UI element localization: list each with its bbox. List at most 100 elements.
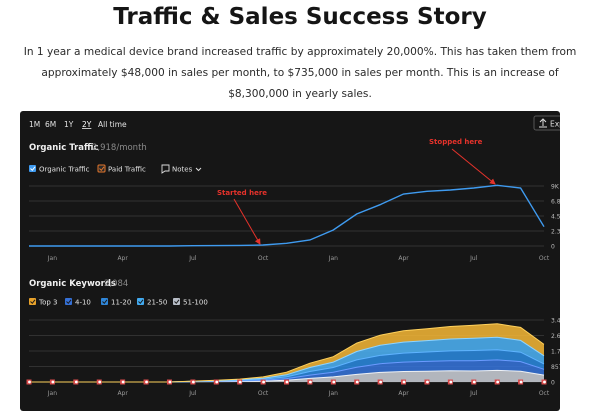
keyword-x-tick: Oct <box>258 390 269 397</box>
keyword-point <box>145 380 148 384</box>
checkbox-icon <box>101 298 108 305</box>
keyword-y-tick: 2.6K <box>551 333 560 340</box>
keyword-legend-item[interactable]: Top 3 <box>29 298 58 307</box>
checkbox-icon <box>137 298 144 305</box>
keyword-y-tick: 3.4K <box>551 318 560 325</box>
keyword-y-tick: 857 <box>551 364 560 371</box>
keyword-point <box>215 380 219 384</box>
keyword-legend-item[interactable]: 21-50 <box>137 298 167 307</box>
keyword-x-tick: Jan <box>47 390 57 397</box>
traffic-title: Organic Traffic <box>29 143 99 153</box>
traffic-y-tick: 9K <box>551 184 560 191</box>
keyword-point <box>51 380 55 384</box>
keyword-point <box>309 380 312 384</box>
story-paragraph: In 1 year a medical device brand increas… <box>23 46 577 100</box>
keywords-chart: 857 1.7K 2.6K 3.4K 0 Jan Apr Jul Oct Jan Apr Jul Oc… <box>26 318 560 397</box>
analytics-panel: 1M 6M 1Y 2Y All time Export Organic Traf… <box>20 111 560 411</box>
keyword-legend-item[interactable]: 51-100 <box>173 298 208 307</box>
traffic-series-line <box>29 184 545 247</box>
traffic-x-tick: Jul <box>469 255 478 262</box>
export-button[interactable]: Export <box>533 115 560 131</box>
keyword-area-top-3 <box>29 370 544 382</box>
traffic-x-tick: Oct <box>258 255 269 262</box>
keyword-point <box>449 380 453 384</box>
traffic-x-tick: Apr <box>398 255 409 262</box>
legend-paid-traffic[interactable]: Paid Traffic <box>97 164 146 174</box>
keyword-point <box>543 380 546 384</box>
annotation-start-label: Started here <box>217 189 267 197</box>
keyword-x-tick: Apr <box>398 390 409 397</box>
annotation-stop-label: Stopped here <box>429 138 483 146</box>
keyword-point <box>332 380 336 384</box>
traffic-x-tick: Jan <box>47 255 57 262</box>
checkbox-icon <box>65 298 72 305</box>
keyword-area-51-100 <box>29 323 544 382</box>
keyword-point <box>28 380 31 384</box>
range-all-time[interactable]: All time <box>98 120 127 129</box>
keyword-x-tick: Jul <box>188 390 197 397</box>
keyword-legend-item[interactable]: 4-10 <box>65 298 91 307</box>
traffic-x-tick: Oct <box>539 255 550 262</box>
notes-icon <box>161 164 170 174</box>
legend-paid-label: Paid Traffic <box>108 166 146 174</box>
traffic-y-tick: 4.5K <box>551 214 560 221</box>
keyword-legend-label: 11-20 <box>111 299 131 307</box>
annotation-stop-arrow <box>451 148 496 185</box>
keyword-area-21-50 <box>29 337 544 382</box>
keyword-point <box>402 380 406 384</box>
keywords-legend: Top 3 4-10 11-20 21-50 51-100 <box>29 298 208 307</box>
analytics-svg: 1M 6M 1Y 2Y All time Export Organic Traf… <box>26 115 560 397</box>
traffic-y-tick: 6.8K <box>551 199 560 206</box>
keyword-area-11-20 <box>29 349 544 382</box>
keyword-x-tick: Oct <box>539 390 550 397</box>
traffic-chart: 0 2.3K 4.5K 6.8K 9K Jan Apr Jul Oct Jan Apr Jul Oct <box>29 184 560 262</box>
keyword-point <box>496 380 500 384</box>
traffic-x-tick: Apr <box>117 255 128 262</box>
export-label: Export <box>550 120 560 129</box>
keyword-legend-label: 51-100 <box>183 299 208 307</box>
keyword-y-tick: 0 <box>551 380 555 387</box>
upload-icon <box>539 118 547 128</box>
range-1m[interactable]: 1M <box>29 120 40 129</box>
keyword-point <box>285 380 289 384</box>
traffic-y-tick: 2.3K <box>551 229 560 236</box>
keyword-point <box>238 380 242 384</box>
keyword-legend-label: Top 3 <box>38 299 58 307</box>
traffic-x-tick: Jan <box>328 255 338 262</box>
annotation-stop: Stopped here <box>429 138 496 185</box>
keyword-area-4-10 <box>29 359 544 382</box>
traffic-value: 2,918/month <box>92 143 147 153</box>
checkbox-icon <box>97 164 106 173</box>
keyword-point <box>121 380 125 384</box>
keyword-legend-label: 4-10 <box>75 299 91 307</box>
keywords-title: Organic Keywords <box>29 279 116 289</box>
keyword-x-tick: Jan <box>328 390 338 397</box>
keyword-x-tick: Jul <box>469 390 478 397</box>
page-title: Traffic & Sales Success Story <box>113 4 487 30</box>
legend-organic-traffic[interactable]: Organic Traffic <box>29 165 90 174</box>
keyword-point <box>98 380 102 384</box>
keyword-legend-label: 21-50 <box>147 299 167 307</box>
range-toolbar: 1M 6M 1Y 2Y All time <box>29 120 127 129</box>
checkbox-icon <box>173 298 180 305</box>
keyword-point <box>74 380 78 384</box>
range-6m[interactable]: 6M <box>45 120 56 129</box>
keyword-x-tick: Apr <box>117 390 128 397</box>
traffic-y-tick: 0 <box>551 244 555 251</box>
keyword-legend-item[interactable]: 11-20 <box>101 298 131 307</box>
keyword-series-line <box>29 323 545 383</box>
legend-organic-label: Organic Traffic <box>39 166 90 174</box>
checkbox-icon <box>29 298 36 305</box>
keyword-point <box>426 380 429 384</box>
keyword-point <box>355 380 359 384</box>
range-1y[interactable]: 1Y <box>64 120 74 129</box>
notes-dropdown[interactable]: Notes <box>161 164 202 174</box>
annotation-start-arrow <box>233 198 261 245</box>
keyword-point <box>168 380 172 384</box>
keyword-y-tick: 1.7K <box>551 349 560 356</box>
traffic-x-tick: Jul <box>188 255 197 262</box>
keyword-point <box>472 380 476 384</box>
range-2y[interactable]: 2Y <box>82 120 92 129</box>
keyword-point <box>262 380 265 384</box>
keywords-value: 2,084 <box>104 279 128 289</box>
